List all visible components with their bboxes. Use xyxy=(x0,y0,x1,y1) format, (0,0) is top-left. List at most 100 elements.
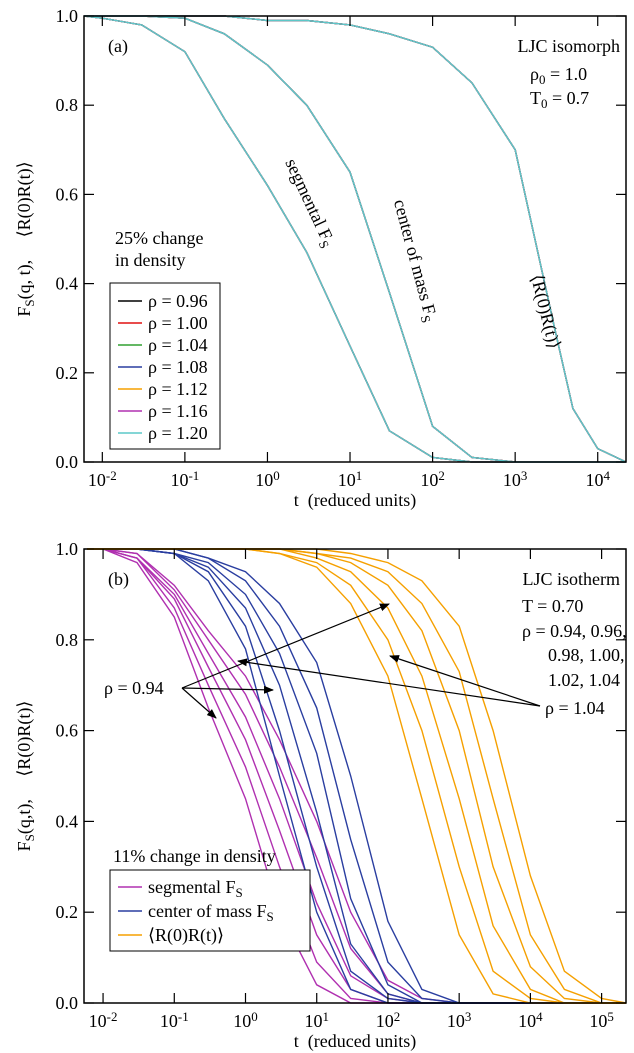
annotation: ρ0 = 1.0 xyxy=(530,64,587,87)
x-tick-label-part: 10 xyxy=(170,470,188,490)
annotation-sub: 0 xyxy=(541,96,547,111)
annotation-part: = 0.7 xyxy=(547,88,589,108)
x-tick-label-part: 10 xyxy=(447,1011,465,1031)
x-tick-label-sup: -1 xyxy=(178,1009,189,1024)
annotation-part: = 1.0 xyxy=(545,64,587,84)
x-tick-label-sup: 4 xyxy=(603,468,610,483)
annotation-part: T xyxy=(530,88,541,108)
x-tick-label-part: 10 xyxy=(376,1011,394,1031)
y-tick-label: 0.6 xyxy=(56,721,79,741)
x-tick-label-part: 10 xyxy=(503,470,521,490)
y-tick-label: 1.0 xyxy=(56,539,79,559)
x-tick-label-sup: 1 xyxy=(356,468,362,483)
y-tick-label: 0.4 xyxy=(56,811,79,831)
x-tick-label-part: 10 xyxy=(88,470,106,490)
x-tick-label-part: 10 xyxy=(160,1011,178,1031)
annotation-part: segmental F xyxy=(281,155,336,243)
annotation-part: ρ xyxy=(530,64,539,84)
annotation: LJC isomorph xyxy=(517,36,620,56)
y-axis-label: FS(q,t), ⟨R(0)R(t)⟩ xyxy=(14,701,37,852)
arrow xyxy=(181,603,390,689)
x-tick-label: 104 xyxy=(585,468,610,490)
legend-label: ρ = 0.96 xyxy=(148,291,208,311)
annotation: ρ = 0.94, 0.96, xyxy=(522,621,627,641)
x-tick-label-part: 10 xyxy=(420,470,438,490)
y-tick-label: 0.0 xyxy=(56,993,79,1013)
legend-label: ρ = 1.08 xyxy=(148,357,208,377)
annotation: (a) xyxy=(108,36,128,57)
y-tick-label: 0.2 xyxy=(56,363,79,383)
y-tick-label: 0.2 xyxy=(56,902,79,922)
y-tick-label: 0.0 xyxy=(56,452,79,472)
x-tick-label-sup: 1 xyxy=(322,1009,328,1024)
x-tick-label-part: 10 xyxy=(585,470,603,490)
legend-box xyxy=(109,282,221,450)
legend-label: segmental FS xyxy=(148,877,243,900)
annotation: 25% change xyxy=(115,228,203,248)
legend-label-sub: S xyxy=(266,909,273,924)
x-tick-label-part: 10 xyxy=(589,1011,607,1031)
annotation: 1.02, 1.04 xyxy=(548,670,620,690)
annotation: 0.98, 1.00, xyxy=(548,645,625,665)
y-tick-label: 0.4 xyxy=(56,274,79,294)
arrow xyxy=(237,658,541,707)
x-axis-label: t (reduced units) xyxy=(294,490,416,511)
y-axis-label-part: (q,t), ⟨R(0)R(t)⟩ xyxy=(14,701,35,835)
annotation-sub: 0 xyxy=(539,72,545,87)
legend-label: ρ = 1.00 xyxy=(148,313,208,333)
legend-label: center of mass FS xyxy=(148,901,274,924)
annotation: center of mass FS xyxy=(387,197,441,324)
legend-label: ρ = 1.12 xyxy=(148,379,208,399)
legend-label-sub: S xyxy=(236,885,243,900)
x-tick-label-sup: 0 xyxy=(273,468,279,483)
legend-label: ρ = 1.04 xyxy=(148,335,208,355)
x-tick-label-part: 10 xyxy=(304,1011,322,1031)
annotation: T = 0.70 xyxy=(522,596,583,616)
x-axis-label: t (reduced units) xyxy=(294,1031,416,1052)
arrow xyxy=(181,687,217,719)
x-tick-label: 100 xyxy=(233,1009,257,1031)
x-tick-label-sup: -2 xyxy=(106,468,117,483)
annotation-sub: S xyxy=(418,314,434,325)
x-tick-label: 10-2 xyxy=(88,468,117,490)
annotation-part: center of mass F xyxy=(390,197,440,317)
y-axis-label: FS(q, t), ⟨R(0)R(t)⟩ xyxy=(14,161,37,316)
y-axis-label-sub: S xyxy=(22,299,37,306)
x-tick-label: 102 xyxy=(376,1009,400,1031)
annotation: 11% change in density xyxy=(113,846,276,866)
x-tick-label: 105 xyxy=(589,1009,613,1031)
x-tick-label-sup: 2 xyxy=(394,1009,400,1024)
legend-label: ρ = 1.20 xyxy=(148,423,208,443)
y-axis-label-part: F xyxy=(14,841,34,851)
annotation: T0 = 0.7 xyxy=(530,88,589,111)
x-tick-label-sup: 5 xyxy=(607,1009,613,1024)
x-tick-label-sup: 4 xyxy=(536,1009,543,1024)
plot-frame xyxy=(83,15,627,463)
y-axis-label-sub: S xyxy=(22,834,37,841)
x-tick-label: 103 xyxy=(503,468,527,490)
annotation: ρ = 0.94 xyxy=(104,678,164,698)
x-tick-label: 101 xyxy=(304,1009,328,1031)
y-tick-label: 1.0 xyxy=(56,6,79,26)
x-tick-label: 10-1 xyxy=(170,468,199,490)
y-tick-label: 0.6 xyxy=(56,184,79,204)
arrows xyxy=(181,603,541,719)
x-tick-label: 101 xyxy=(338,468,362,490)
x-tick-label-part: 10 xyxy=(233,1011,251,1031)
x-tick-label-sup: -2 xyxy=(107,1009,118,1024)
annotation: (b) xyxy=(108,569,129,590)
annotation: in density xyxy=(115,250,186,270)
x-tick-label: 10-2 xyxy=(89,1009,118,1031)
x-tick-label-sup: 2 xyxy=(438,468,444,483)
annotation: segmental FS xyxy=(279,155,340,250)
legend-label-part: segmental F xyxy=(148,877,236,897)
plot-frame xyxy=(83,548,627,1004)
legend-box xyxy=(109,869,311,952)
x-tick-label: 100 xyxy=(255,468,279,490)
x-tick-label-part: 10 xyxy=(255,470,273,490)
y-axis-label-part: (q, t), ⟨R(0)R(t)⟩ xyxy=(14,161,35,299)
annotation: LJC isotherm xyxy=(523,569,621,589)
x-tick-label-sup: 3 xyxy=(465,1009,471,1024)
x-tick-label-part: 10 xyxy=(89,1011,107,1031)
